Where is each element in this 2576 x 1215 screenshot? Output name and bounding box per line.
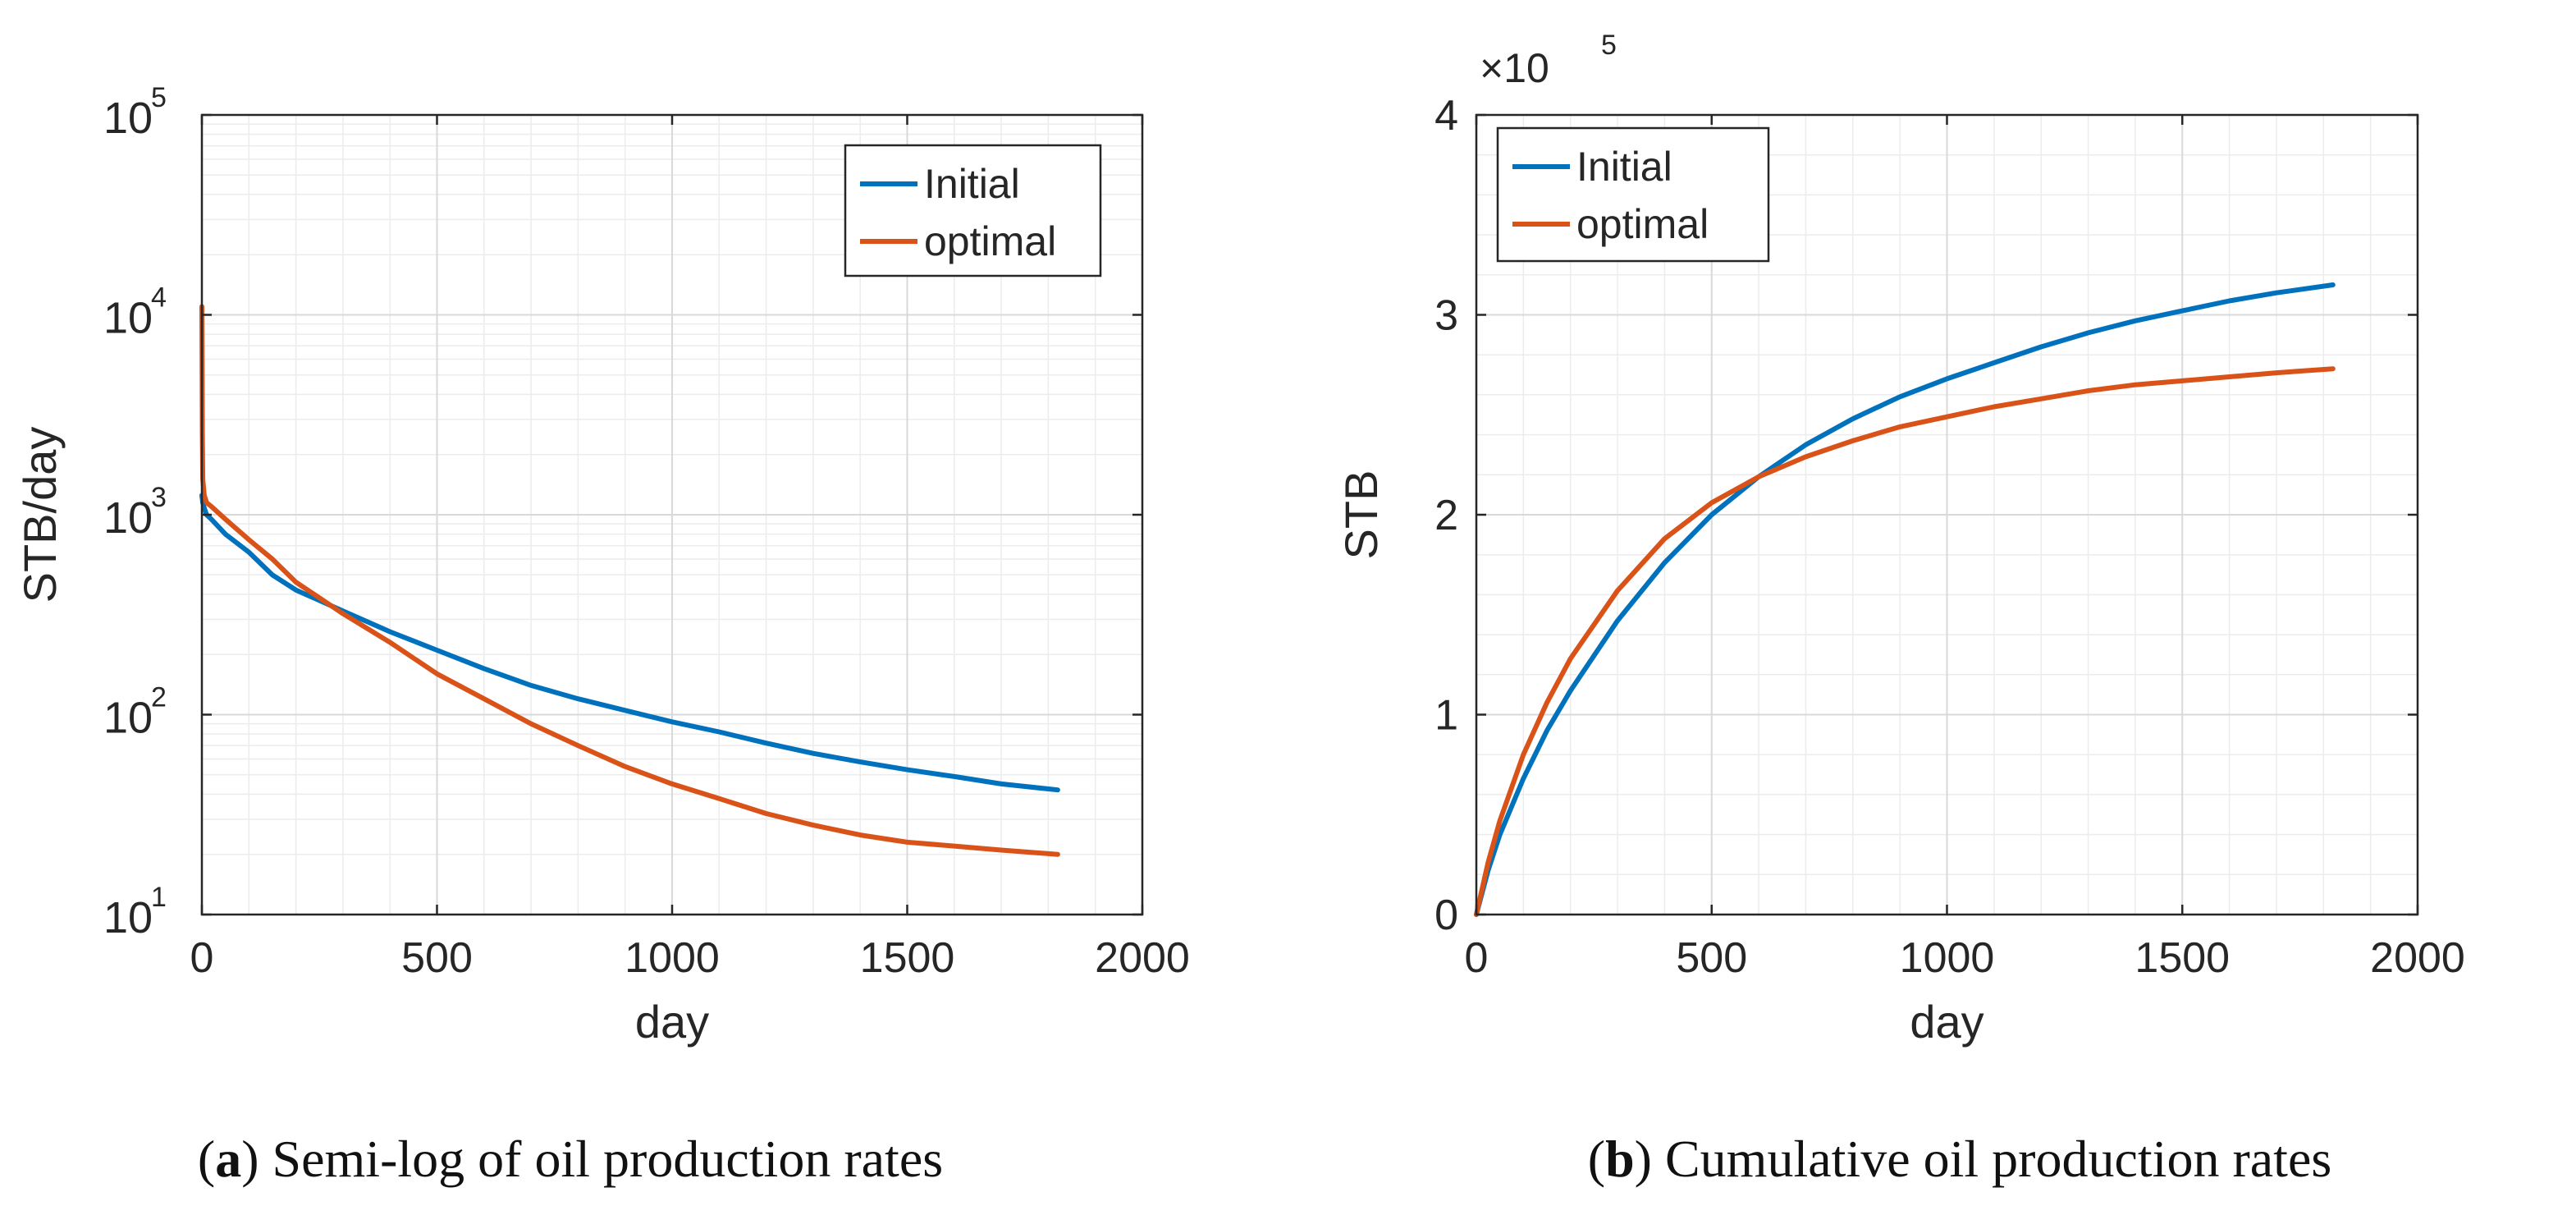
x-tick-label: 0 xyxy=(190,934,214,982)
y-tick-label-base: 10 xyxy=(103,294,153,343)
chart-a-semilog-rate: 0 500 1000 1500 2000101102103104105daySTB/da… xyxy=(14,82,1190,1188)
series-line-initial xyxy=(1474,282,2336,917)
figure-caption: (b) Cumulative oil production rates xyxy=(1588,1130,2332,1188)
x-tick-label: 2000 xyxy=(2370,934,2465,982)
y-tick-label-base: 10 xyxy=(103,493,153,543)
y-axis-label: STB/day xyxy=(14,427,66,603)
x-tick-label: 1000 xyxy=(625,934,720,982)
series-line-optimal xyxy=(1474,366,2336,917)
series-line-initial xyxy=(199,493,1060,793)
series-line-optimal xyxy=(199,304,1060,857)
legend-label-initial: Initial xyxy=(1576,144,1672,190)
caption-text: Cumulative oil production rates xyxy=(1652,1130,2331,1188)
legend: Initial optimal xyxy=(1496,126,1770,263)
y-tick-label-exponent: 3 xyxy=(151,482,167,513)
x-tick-label: 1000 xyxy=(1900,934,1995,982)
caption-open-paren: ( xyxy=(198,1130,215,1188)
y-tick-label-exponent: 5 xyxy=(151,82,167,113)
x-tick-label: 1500 xyxy=(860,934,955,982)
legend: Initial optimal xyxy=(844,144,1102,277)
caption-open-paren: ( xyxy=(1588,1130,1605,1188)
y-tick-label: 0 xyxy=(1434,892,1458,939)
legend-label-optimal: optimal xyxy=(1576,201,1709,247)
y-tick-label: 4 xyxy=(1434,92,1458,140)
y-tick-label-exponent: 1 xyxy=(151,882,167,913)
y-tick-label: 105 xyxy=(103,82,167,143)
caption-text: Semi-log of oil production rates xyxy=(259,1130,944,1188)
caption-close-paren: ) xyxy=(1635,1130,1652,1188)
legend-label-optimal: optimal xyxy=(924,218,1056,264)
y-tick-label-base: 10 xyxy=(103,94,153,143)
y-scale-factor: ×10 5 xyxy=(1480,30,1617,91)
y-tick-label-base: 10 xyxy=(103,893,153,942)
y-tick-label: 3 xyxy=(1434,292,1458,340)
y-tick-label-exponent: 4 xyxy=(151,282,167,314)
legend-box xyxy=(1496,126,1770,263)
y-axis-label: STB xyxy=(1335,470,1387,560)
legend-label-initial: Initial xyxy=(924,161,1020,207)
x-tick-label: 0 xyxy=(1465,934,1489,982)
y-tick-label-exponent: 2 xyxy=(151,682,167,713)
y-tick-label: 102 xyxy=(103,682,167,743)
y-tick-label: 101 xyxy=(103,882,167,942)
x-axis-label: day xyxy=(635,996,709,1048)
x-tick-label: 2000 xyxy=(1095,934,1190,982)
legend-box xyxy=(844,144,1102,277)
y-scale-factor-exponent: 5 xyxy=(1601,30,1617,61)
y-tick-label: 1 xyxy=(1434,692,1458,740)
x-tick-label: 500 xyxy=(401,934,473,982)
x-tick-label: 500 xyxy=(1676,934,1747,982)
y-tick-label-base: 10 xyxy=(103,694,153,743)
caption-close-paren: ) xyxy=(241,1130,259,1188)
x-tick-label: 1500 xyxy=(2134,934,2230,982)
caption-label: a xyxy=(215,1130,241,1188)
y-tick-label: 103 xyxy=(103,482,167,543)
y-tick-label: 104 xyxy=(103,282,167,343)
x-axis-label: day xyxy=(1910,996,1983,1048)
y-scale-factor-base: ×10 xyxy=(1480,45,1549,91)
chart-b-cumulative: 0 500 1000 1500 2000 0 1 2 3 4 ×10 5 day STB Initial op… xyxy=(1335,30,2465,1188)
y-tick-label: 2 xyxy=(1434,492,1458,539)
figure-caption: (a) Semi-log of oil production rates xyxy=(198,1130,943,1188)
caption-label: b xyxy=(1605,1130,1635,1188)
